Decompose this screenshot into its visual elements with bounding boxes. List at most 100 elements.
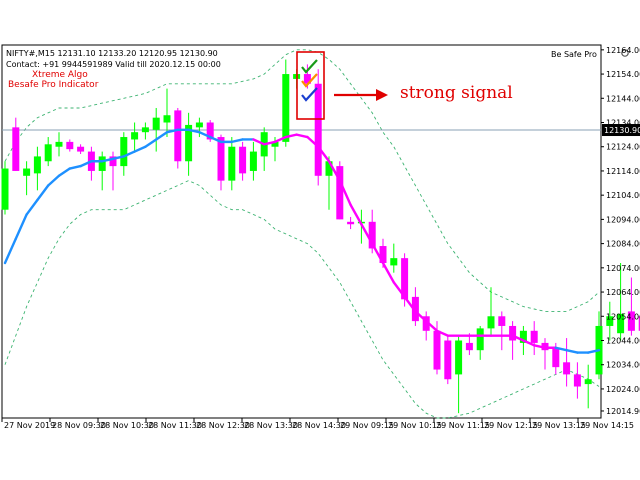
- gear-icon[interactable]: [621, 49, 629, 57]
- x-tick-label: 27 Nov 2019: [4, 421, 55, 430]
- moving-average-segment: [208, 135, 223, 144]
- moving-average-segment: [165, 128, 180, 134]
- y-tick-label: 12054.00: [606, 312, 640, 321]
- candle-body[interactable]: [206, 122, 214, 140]
- candle-body[interactable]: [1, 168, 9, 210]
- candle-body[interactable]: [638, 316, 640, 331]
- candle-body[interactable]: [12, 127, 20, 171]
- moving-average-segment: [338, 179, 352, 207]
- candle-body[interactable]: [530, 330, 538, 343]
- moving-average-segment: [57, 167, 72, 177]
- candle-body[interactable]: [23, 168, 31, 176]
- candle-body[interactable]: [249, 151, 257, 171]
- y-tick-label: 12164.00: [606, 46, 640, 55]
- candle-body[interactable]: [282, 74, 290, 142]
- y-tick-label: 12034.00: [606, 361, 640, 370]
- moving-average-segment: [111, 155, 126, 161]
- x-tick-label: 29 Nov 11:15: [436, 421, 490, 430]
- candle-body[interactable]: [141, 127, 149, 133]
- checkmark-icon: [301, 59, 318, 74]
- candle-body[interactable]: [325, 161, 333, 176]
- candle-body[interactable]: [77, 146, 85, 152]
- candle-body[interactable]: [303, 74, 311, 84]
- candle-body[interactable]: [509, 325, 517, 341]
- candle-body[interactable]: [163, 115, 171, 123]
- moving-average-segment: [36, 184, 50, 202]
- candle-body[interactable]: [422, 316, 430, 331]
- signal-highlight-box: [296, 51, 325, 120]
- x-tick-label: 28 Nov 13:30: [244, 421, 298, 430]
- candle-body[interactable]: [174, 110, 182, 162]
- candle-body[interactable]: [390, 258, 398, 266]
- candle-body[interactable]: [185, 124, 193, 162]
- candle-body[interactable]: [271, 141, 279, 147]
- candle-body[interactable]: [347, 221, 355, 225]
- x-tick-label: 29 Nov 09:15: [340, 421, 394, 430]
- candle-body[interactable]: [617, 313, 625, 334]
- candle-body[interactable]: [368, 221, 376, 249]
- moving-average-segment: [198, 130, 212, 139]
- candle-body[interactable]: [109, 156, 117, 167]
- x-tick-label: 28 Nov 12:30: [196, 421, 250, 430]
- candle-body[interactable]: [476, 328, 484, 351]
- moving-average-segment: [295, 133, 309, 139]
- candle-body[interactable]: [411, 296, 419, 322]
- candle-body[interactable]: [131, 132, 139, 140]
- y-tick-label: 12154.00: [606, 70, 640, 79]
- arrow-right-icon: [376, 89, 388, 101]
- y-tick-label: 12104.00: [606, 191, 640, 200]
- moving-average-segment: [414, 310, 428, 323]
- candle-body[interactable]: [498, 316, 506, 326]
- candle-body[interactable]: [606, 316, 614, 326]
- moving-average-segment: [511, 334, 525, 342]
- y-tick-label: 12044.00: [606, 336, 640, 345]
- candle-body[interactable]: [465, 342, 473, 351]
- moving-average-segment: [14, 213, 28, 240]
- candle-body[interactable]: [152, 117, 160, 130]
- candle-body[interactable]: [552, 347, 560, 368]
- indicator-name-line1: Xtreme Algo: [32, 70, 88, 80]
- candle-body[interactable]: [519, 330, 527, 343]
- x-tick-label: 29 Nov 13:15: [532, 421, 586, 430]
- moving-average-segment: [47, 174, 61, 187]
- candle-body[interactable]: [33, 156, 41, 174]
- moving-average-segment: [122, 150, 136, 158]
- candle-body[interactable]: [401, 258, 409, 300]
- candle-body[interactable]: [195, 122, 203, 128]
- moving-average-segment: [25, 198, 39, 216]
- candle-body[interactable]: [336, 166, 344, 220]
- candle-body[interactable]: [584, 379, 592, 385]
- y-tick-label: 12014.90: [606, 407, 640, 416]
- moving-average-segment: [187, 128, 201, 134]
- moving-average-segment: [273, 135, 287, 144]
- moving-average-segment: [349, 203, 363, 226]
- candle-body[interactable]: [44, 144, 52, 162]
- candle-body[interactable]: [455, 340, 463, 375]
- candle-body[interactable]: [120, 137, 128, 167]
- candle-body[interactable]: [487, 316, 495, 329]
- checkmark-icon: [301, 87, 318, 102]
- candle-body[interactable]: [98, 156, 106, 171]
- x-tick-label: 29 Nov 10:15: [388, 421, 442, 430]
- candle-body[interactable]: [379, 246, 387, 263]
- candle-body[interactable]: [444, 340, 452, 380]
- candle-body[interactable]: [573, 374, 581, 387]
- x-tick-label: 28 Nov 11:30: [148, 421, 202, 430]
- y-tick-label: 12064.00: [606, 288, 640, 297]
- candle-body[interactable]: [55, 141, 63, 147]
- candle-body[interactable]: [563, 362, 571, 375]
- x-tick-label: 28 Nov 09:30: [52, 421, 106, 430]
- y-tick-label: 12084.00: [606, 240, 640, 249]
- moving-average-segment: [360, 223, 374, 245]
- candle-body[interactable]: [433, 330, 441, 370]
- candle-body[interactable]: [239, 146, 247, 174]
- moving-average-segment: [252, 138, 266, 146]
- moving-average-segment: [144, 138, 158, 148]
- candle-body[interactable]: [314, 83, 322, 176]
- candle-body[interactable]: [627, 311, 635, 331]
- candle-body[interactable]: [217, 137, 225, 181]
- candle-body[interactable]: [66, 141, 74, 150]
- candle-body[interactable]: [228, 146, 236, 181]
- y-tick-label: 12134.00: [606, 119, 640, 128]
